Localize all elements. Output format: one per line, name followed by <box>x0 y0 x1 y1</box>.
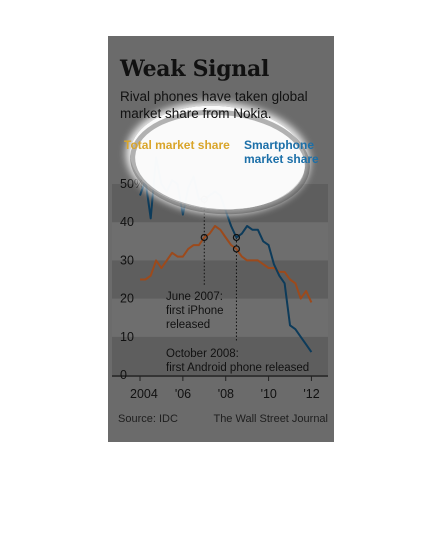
y-tick-label: 10 <box>120 330 134 344</box>
annotation-text-line: October 2008: <box>166 348 239 360</box>
y-tick-label: 20 <box>120 292 134 306</box>
y-tick-label: 30 <box>120 253 134 267</box>
legend-smartphone-market-share: Smartphone market share <box>244 138 330 166</box>
annotation-marker <box>232 233 241 242</box>
annotation-text-line: released <box>166 319 210 331</box>
x-tick-label: 2004 <box>130 387 158 401</box>
x-tick-label: '08 <box>218 387 234 401</box>
x-tick-label: '10 <box>261 387 277 401</box>
x-tick-label: '12 <box>303 387 319 401</box>
grid-band <box>112 260 328 299</box>
series-total-market-share-line <box>140 225 313 303</box>
credit-note: The Wall Street Journal <box>213 413 328 425</box>
annotation-text-line: first Android phone released <box>166 362 309 374</box>
legend-smartphone-label: Smartphone market share <box>244 138 319 166</box>
annotation-texts: June 2007: first iPhone released October 20… <box>166 291 309 374</box>
chart-subtitle: Rival phones have taken global market sh… <box>120 89 308 121</box>
annotation-text-line: first iPhone <box>166 305 224 317</box>
x-tick-label: '06 <box>175 387 191 401</box>
y-tick-label: 50% <box>120 177 145 191</box>
annotation-marker <box>200 233 208 242</box>
annotation-marker <box>232 245 241 253</box>
x-axis: 2004 '06 '08 '10 '12 <box>130 376 320 401</box>
annotation-lines <box>203 199 237 342</box>
legend-total-market-share: Total market share <box>124 138 230 152</box>
annotation-text-line: June 2007: <box>166 291 223 303</box>
chart-title: Weak Signal <box>120 56 270 82</box>
grid-band <box>112 222 328 261</box>
chart-panel: 0 10 20 30 40 50% 2004 '06 '08 '10 '12 June 2007:… <box>108 36 334 442</box>
y-tick-label: 40 <box>120 215 134 229</box>
source-note: Source: IDC <box>118 413 178 425</box>
y-axis: 0 10 20 30 40 50% <box>120 177 145 382</box>
grid-band <box>112 298 328 337</box>
y-tick-label: 0 <box>120 368 127 382</box>
grid-band <box>112 336 328 375</box>
